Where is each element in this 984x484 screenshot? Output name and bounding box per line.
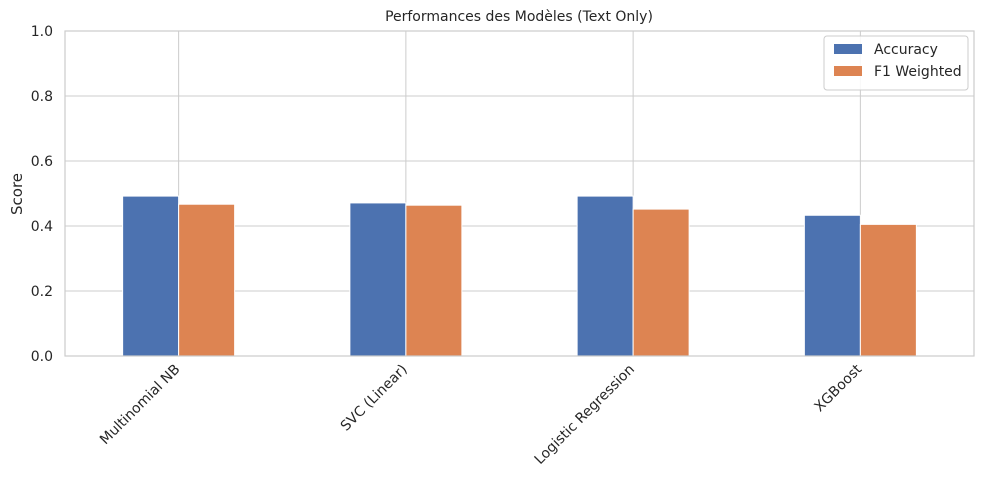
x-tick-label: XGBoost — [811, 361, 865, 415]
legend-swatch-f1-weighted — [834, 66, 862, 76]
x-tick-labels: Multinomial NB SVC (Linear) Logistic Regre… — [97, 361, 866, 468]
y-tick-labels: 0.0 0.2 0.4 0.6 0.8 1.0 — [31, 24, 53, 365]
legend-label-f1-weighted: F1 Weighted — [874, 64, 962, 80]
bar-f1-weighted-0 — [178, 203, 236, 357]
bar-f1-weighted-1 — [405, 204, 463, 357]
bar-f1-weighted-3 — [859, 223, 917, 357]
x-tick-label: Multinomial NB — [97, 362, 183, 448]
y-tick-label: 0.6 — [31, 154, 53, 170]
y-tick-label: 0.8 — [31, 89, 53, 105]
plot-frame — [64, 30, 975, 357]
y-tick-label: 0.0 — [31, 349, 53, 365]
x-tick-label: SVC (Linear) — [338, 362, 411, 435]
bar-accuracy-2 — [576, 195, 634, 357]
bar-accuracy-1 — [349, 202, 407, 357]
bar-f1-weighted-2 — [632, 208, 690, 357]
legend-swatch-accuracy — [834, 44, 862, 54]
bar-accuracy-0 — [122, 195, 180, 357]
legend: Accuracy F1 Weighted — [823, 35, 969, 91]
y-tick-label: 0.2 — [31, 284, 53, 300]
legend-label-accuracy: Accuracy — [874, 42, 938, 58]
bar-accuracy-3 — [803, 214, 861, 357]
x-tick-label: Logistic Regression — [532, 362, 638, 468]
bars — [122, 195, 917, 357]
y-tick-label: 1.0 — [31, 24, 53, 40]
y-tick-label: 0.4 — [31, 219, 53, 235]
y-axis-label: Score — [8, 173, 26, 215]
chart-title: Performances des Modèles (Text Only) — [385, 9, 653, 25]
